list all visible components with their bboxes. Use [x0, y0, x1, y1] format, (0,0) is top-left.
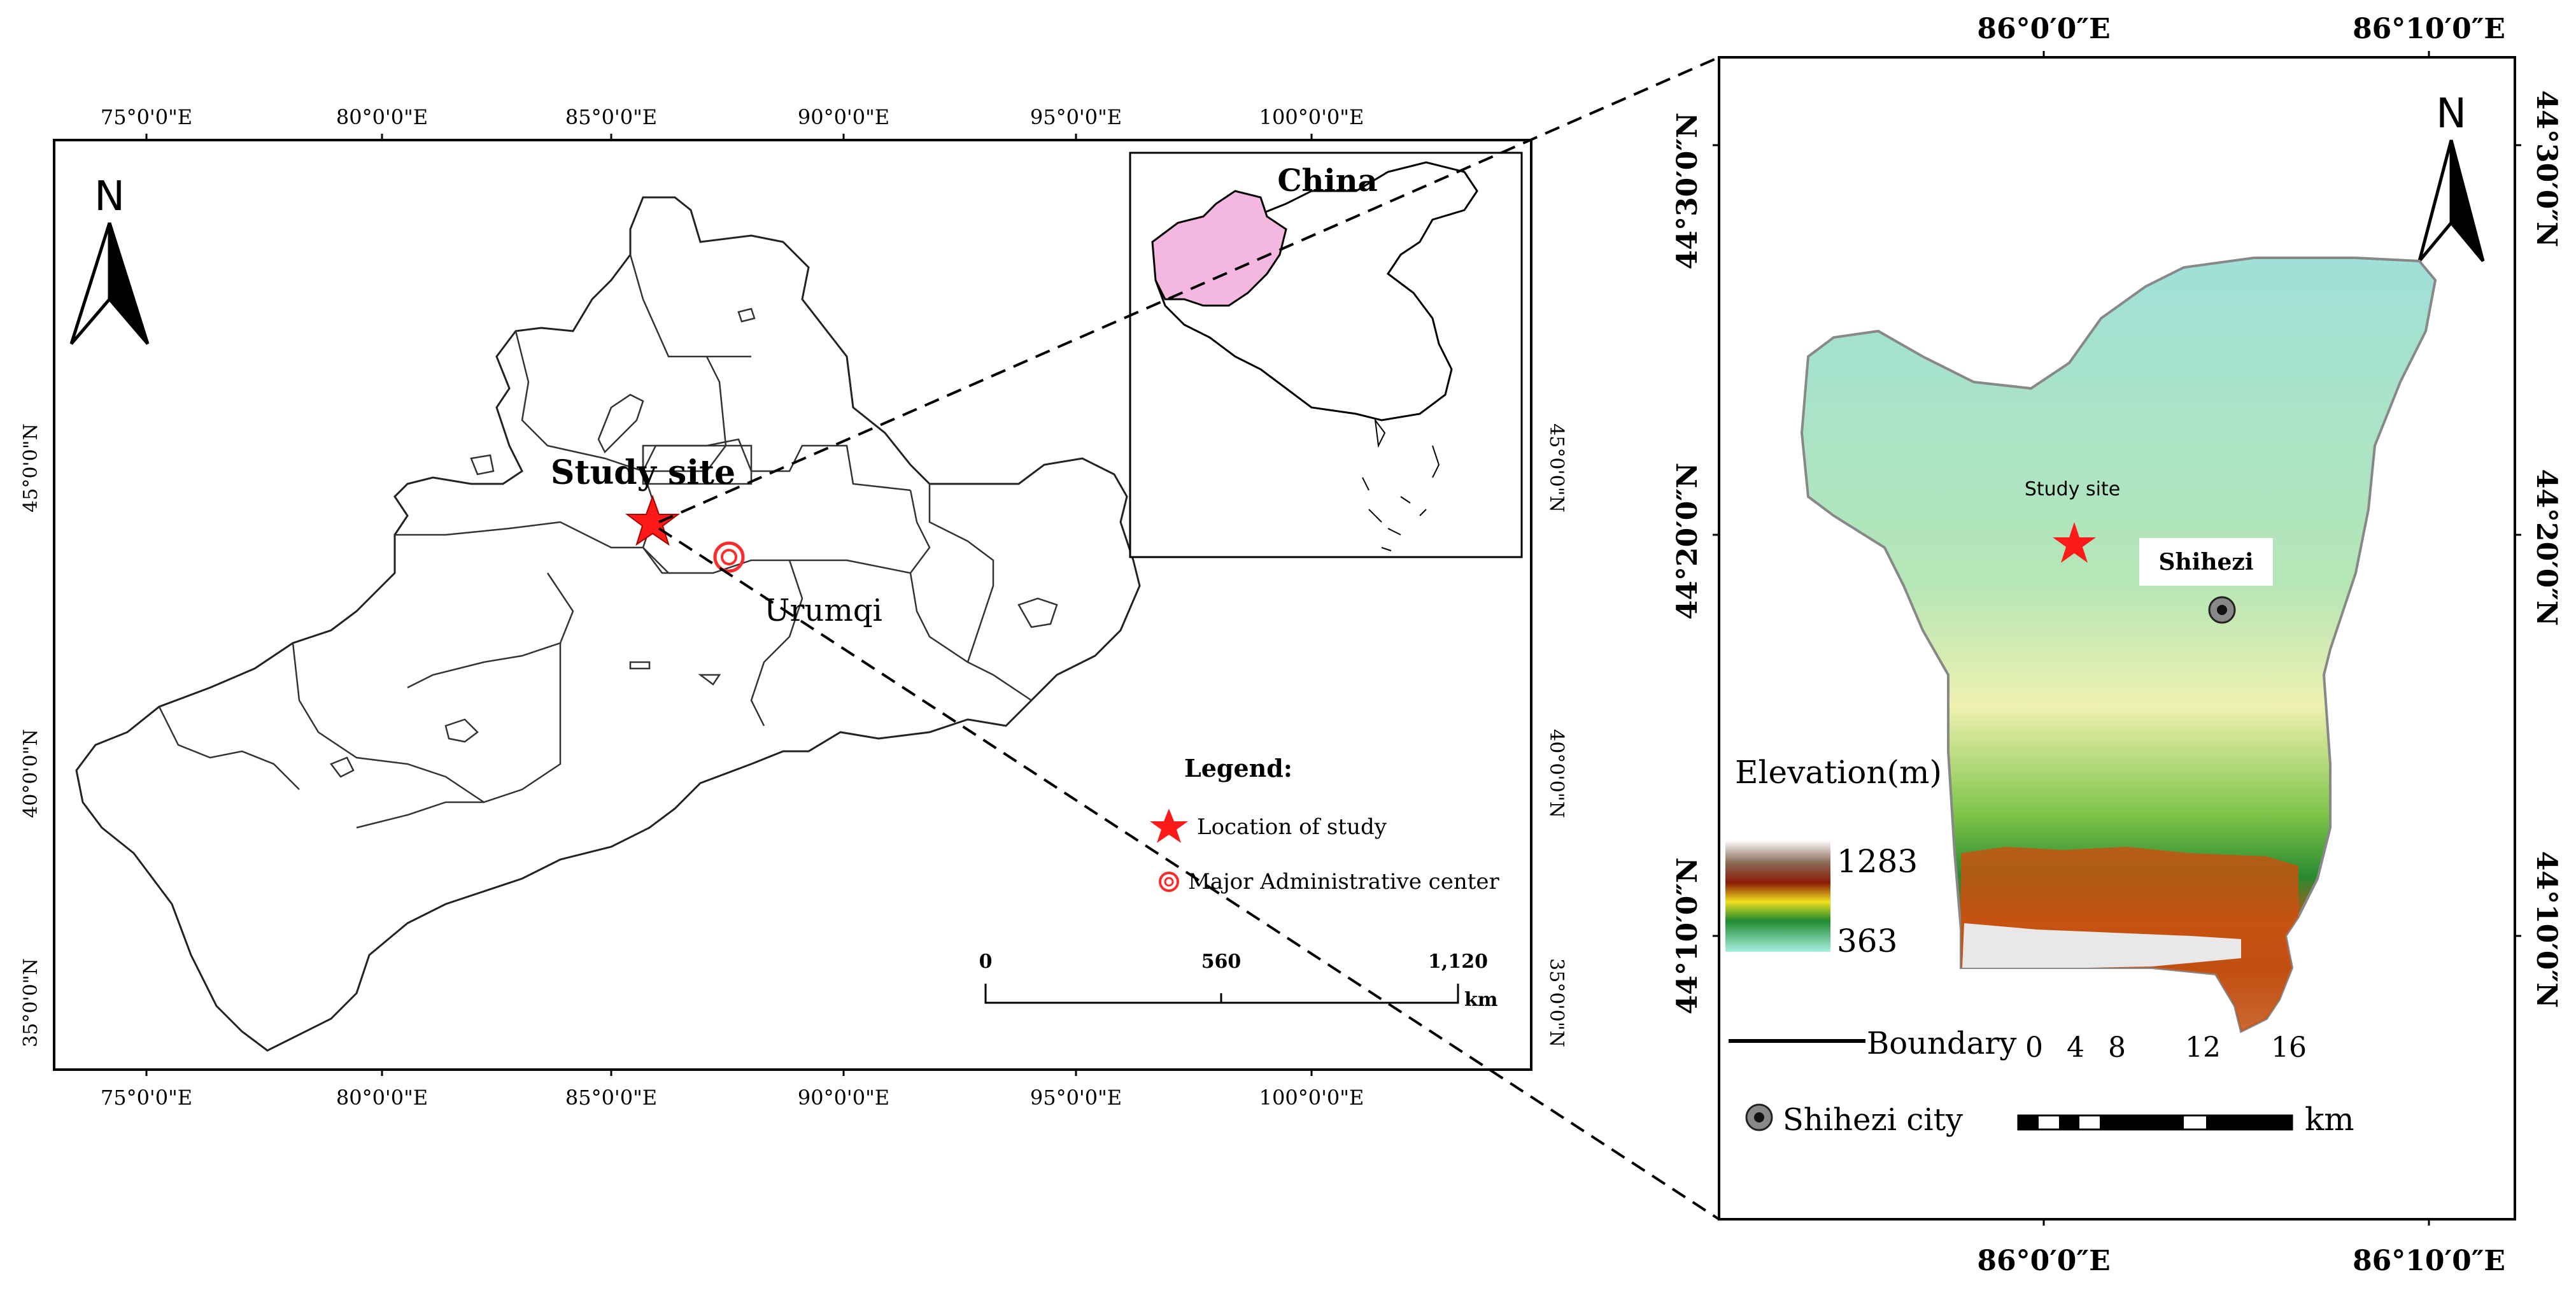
study-site-label: Study site [551, 453, 735, 492]
north-arrow-icon: N [69, 173, 150, 345]
left-tick-marks [145, 134, 1313, 1076]
right-tick-marks [1713, 51, 2521, 1226]
islands [1362, 418, 1440, 551]
shihezi-label-box [2139, 538, 2273, 586]
scale-tick-1: 560 [1201, 951, 1242, 973]
tick-label: 44°30′0″N [1671, 113, 1704, 270]
legend-item-star: Location of study [1197, 814, 1387, 840]
admin-center-icon [713, 541, 745, 573]
city-legend-icon [1745, 1103, 1773, 1131]
left-side-ticks: 45°0'0"N 40°0'0"N 35°0'0"N [20, 423, 42, 1047]
right-side-ticks: 45°0'0"N 40°0'0"N 35°0'0"N [1545, 423, 1568, 1047]
urumqi-label: Urumqi [764, 593, 882, 628]
study-site-star-icon [625, 495, 680, 546]
study-area-map-panel: 86°0′0″E 86°10′0″E 86°0′0″E 86°10′0″E 44… [1671, 13, 2563, 1277]
lakes [330, 308, 1058, 778]
scale-tick-2: 1,120 [1428, 951, 1488, 973]
scale-tick-1: 4 [2067, 1031, 2084, 1064]
tick-label: 86°0′0″E [1977, 13, 2110, 45]
scale-tick-4: 16 [2271, 1031, 2307, 1064]
left-top-ticks: 75°0'0"E 80°0'0"E 85°0'0"E 90°0'0"E 95°0… [101, 105, 1364, 129]
tick-label: 86°10′0″E [2353, 1245, 2505, 1277]
snow-band [1962, 923, 2241, 968]
tick-label: 90°0'0"E [798, 1086, 889, 1110]
xinjiang-highlight [1151, 190, 1287, 307]
tick-label: 44°10′0″N [1671, 858, 1704, 1015]
legend-item-center: Major Administrative center [1188, 869, 1500, 895]
tick-label: 35°0'0"N [1545, 958, 1568, 1047]
shihezi-label: Shihezi [2158, 549, 2253, 576]
legend: Legend: Location of study Major Administ… [1150, 754, 1500, 895]
north-label: N [2436, 90, 2466, 138]
tick-label: 100°0'0"E [1259, 105, 1364, 129]
elevation-title: Elevation(m) [1735, 754, 1942, 791]
tick-label: 85°0'0"E [565, 1086, 657, 1110]
right-left-ticks: 44°30′0″N 44°20′0″N 44°10′0″N [1671, 113, 1704, 1015]
tick-label: 100°0'0"E [1259, 1086, 1364, 1110]
elevation-legend-bar [1725, 840, 1830, 952]
north-arrow-icon: N [2417, 90, 2485, 262]
tick-label: 95°0'0"E [1030, 105, 1122, 129]
tick-label: 90°0'0"E [798, 105, 889, 129]
legend-center-icon [1159, 872, 1179, 892]
tick-label: 44°10′0″N [2530, 851, 2563, 1008]
tick-label: 44°30′0″N [2530, 90, 2563, 248]
tick-label: 44°20′0″N [2530, 469, 2563, 626]
tick-label: 40°0'0"N [1545, 729, 1568, 818]
scale-unit: km [1464, 989, 1498, 1011]
legend-title: Legend: [1184, 754, 1292, 782]
scale-tick-3: 12 [2185, 1031, 2221, 1064]
xinjiang-outline [75, 196, 1141, 1052]
scale-tick-0: 0 [979, 951, 993, 973]
right-scalebar: 0 4 8 12 16 km [2017, 1031, 2354, 1138]
boundary-label: Boundary [1867, 1026, 2016, 1061]
tick-label: 95°0'0"E [1030, 1086, 1122, 1110]
china-inset: China [1129, 152, 1523, 558]
left-scalebar: 0 560 1,120 km [979, 951, 1498, 1011]
north-label: N [94, 173, 125, 220]
elevation-min: 363 [1837, 923, 1897, 959]
scale-tick-0: 0 [2025, 1031, 2043, 1064]
tick-label: 40°0'0"N [20, 729, 42, 818]
shihezi-city-icon [2208, 596, 2236, 624]
prefecture-boundaries [158, 254, 1032, 829]
elevation-max: 1283 [1837, 843, 1918, 880]
right-bottom-ticks: 86°0′0″E 86°10′0″E [1977, 1245, 2505, 1277]
legend-star-icon [1150, 809, 1188, 843]
tick-label: 45°0'0"N [1545, 423, 1568, 513]
scale-unit: km [2305, 1101, 2354, 1138]
china-outline [1154, 161, 1478, 421]
study-site-label: Study site [2025, 478, 2120, 500]
tick-label: 80°0'0"E [336, 105, 428, 129]
left-bottom-ticks: 75°0'0"E 80°0'0"E 85°0'0"E 90°0'0"E 95°0… [101, 1086, 1364, 1110]
city-legend-label: Shihezi city [1783, 1102, 1963, 1138]
tick-label: 85°0'0"E [565, 105, 657, 129]
tick-label: 86°0′0″E [1977, 1245, 2110, 1277]
right-top-ticks: 86°0′0″E 86°10′0″E [1977, 13, 2505, 45]
tick-label: 75°0'0"E [101, 1086, 192, 1110]
right-right-ticks: 44°30′0″N 44°20′0″N 44°10′0″N [2530, 90, 2563, 1008]
study-region-box [642, 444, 753, 485]
tick-label: 75°0'0"E [101, 105, 192, 129]
tick-label: 86°10′0″E [2353, 13, 2505, 45]
study-site-star-icon [2053, 522, 2096, 563]
zoom-connector-lines [658, 56, 1720, 1221]
xinjiang-map-panel: 75°0'0"E 80°0'0"E 85°0'0"E 90°0'0"E 95°0… [20, 105, 1568, 1110]
tick-label: 44°20′0″N [1671, 463, 1704, 620]
scale-tick-2: 8 [2108, 1031, 2126, 1064]
tick-label: 80°0'0"E [336, 1086, 428, 1110]
china-label: China [1277, 163, 1377, 199]
tick-label: 35°0'0"N [20, 958, 42, 1047]
tick-label: 45°0'0"N [20, 423, 42, 513]
